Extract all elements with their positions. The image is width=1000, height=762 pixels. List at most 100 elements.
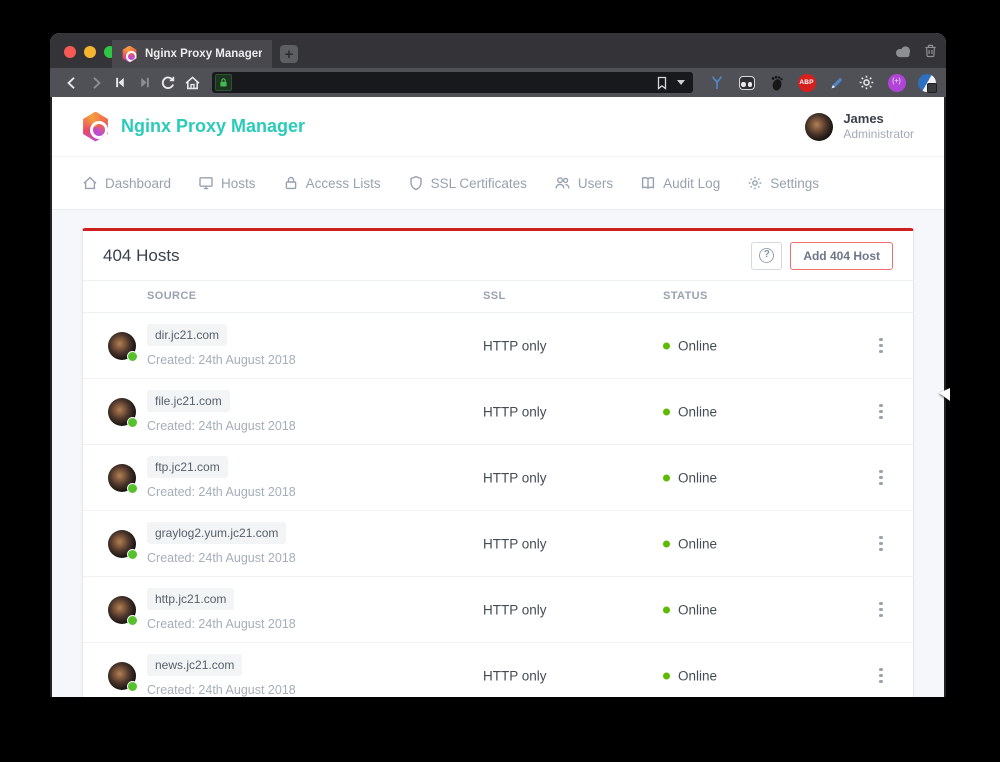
host-status-label: Online [678, 536, 718, 551]
card-header: 404 Hosts ? Add 404 Host [83, 231, 913, 281]
extension-privacy-lock-icon[interactable] [917, 73, 937, 93]
extension-gnome-foot-icon[interactable] [767, 73, 786, 92]
users-icon [554, 175, 571, 191]
web-content: Nginx Proxy Manager James Administrator … [50, 97, 946, 697]
host-owner-avatar [108, 596, 138, 626]
extension-robot-icon[interactable] [737, 73, 756, 92]
close-window-button[interactable] [64, 46, 76, 58]
extension-pen-icon[interactable] [827, 73, 846, 92]
home-button[interactable] [180, 71, 204, 95]
app-header: Nginx Proxy Manager James Administrator [52, 97, 944, 157]
bookmark-icon[interactable] [656, 76, 668, 90]
online-dot-icon [663, 672, 670, 679]
page-main: 404 Hosts ? Add 404 Host SOURCE SSL STAT… [52, 210, 944, 697]
host-ssl-label: HTTP only [483, 470, 547, 485]
host-created-label: Created: 24th August 2018 [147, 617, 296, 631]
host-created-label: Created: 24th August 2018 [147, 419, 296, 433]
bookmark-dropdown-icon[interactable] [677, 80, 685, 85]
table-body: dir.jc21.com Created: 24th August 2018 H… [83, 313, 913, 697]
table-row[interactable]: ftp.jc21.com Created: 24th August 2018 H… [83, 445, 913, 511]
skip-forward-button[interactable] [132, 71, 156, 95]
column-header-status: STATUS [663, 290, 708, 302]
row-menu-button[interactable] [871, 664, 891, 688]
host-created-label: Created: 24th August 2018 [147, 353, 296, 367]
host-status: Online [663, 536, 717, 551]
nav-item-hosts[interactable]: Hosts [198, 175, 256, 191]
nav-item-audit-log[interactable]: Audit Log [640, 175, 720, 191]
row-menu-button[interactable] [871, 466, 891, 490]
help-button[interactable]: ? [751, 241, 783, 270]
host-source-badge: file.jc21.com [147, 390, 230, 412]
nav-item-ssl-certificates[interactable]: SSL Certificates [408, 175, 527, 191]
lock-icon [283, 175, 299, 191]
browser-window: Nginx Proxy Manager + [50, 33, 946, 697]
question-icon: ? [759, 248, 775, 263]
user-name: James [843, 110, 884, 126]
nav-item-users[interactable]: Users [554, 175, 613, 191]
host-ssl-label: HTTP only [483, 536, 547, 551]
online-dot-icon [663, 408, 670, 415]
book-icon [640, 175, 656, 191]
row-menu-button[interactable] [871, 598, 891, 622]
vertical-dots-icon [879, 475, 883, 480]
host-owner-avatar [108, 530, 138, 560]
extension-blue-branch-icon[interactable] [707, 73, 726, 92]
host-created-label: Created: 24th August 2018 [147, 485, 296, 499]
host-source-badge: graylog2.yum.jc21.com [147, 522, 287, 544]
cloud-icon[interactable] [894, 44, 913, 58]
reload-icon[interactable] [156, 71, 180, 95]
vertical-dots-icon [879, 343, 883, 348]
titlebar-icons [894, 43, 938, 59]
host-created-label: Created: 24th August 2018 [147, 683, 296, 697]
table-row[interactable]: http.jc21.com Created: 24th August 2018 … [83, 577, 913, 643]
table-row[interactable]: news.jc21.com Created: 24th August 2018 … [83, 643, 913, 697]
add-404-host-button[interactable]: Add 404 Host [790, 241, 893, 270]
new-tab-button[interactable]: + [280, 45, 298, 63]
favicon-npm-icon [122, 45, 137, 63]
extension-icons: ABP [707, 73, 937, 93]
host-ssl-label: HTTP only [483, 602, 547, 617]
host-status-label: Online [678, 338, 718, 353]
row-menu-button[interactable] [871, 532, 891, 556]
npm-logo-icon [83, 111, 108, 142]
gear-icon [747, 175, 763, 191]
mouse-cursor [939, 388, 950, 401]
row-menu-button[interactable] [871, 334, 891, 358]
table-row[interactable]: file.jc21.com Created: 24th August 2018 … [83, 379, 913, 445]
app-title: Nginx Proxy Manager [121, 116, 306, 136]
extension-purple-icon[interactable] [887, 73, 906, 92]
back-button[interactable] [60, 71, 84, 95]
hosts-card: 404 Hosts ? Add 404 Host SOURCE SSL STAT… [82, 228, 914, 697]
host-owner-avatar [108, 662, 138, 692]
user-avatar [805, 112, 834, 141]
trash-icon[interactable] [923, 43, 938, 59]
host-status-label: Online [678, 668, 718, 683]
user-menu[interactable]: James Administrator [805, 111, 914, 142]
skip-back-button[interactable] [108, 71, 132, 95]
host-status: Online [663, 404, 717, 419]
nav-item-dashboard[interactable]: Dashboard [82, 175, 171, 191]
online-dot-icon [663, 606, 670, 613]
browser-tab[interactable]: Nginx Proxy Manager [112, 40, 272, 68]
forward-button[interactable] [84, 71, 108, 95]
shield-icon [408, 175, 424, 191]
host-owner-avatar [108, 332, 138, 362]
minimize-window-button[interactable] [84, 46, 96, 58]
url-bar[interactable] [212, 72, 693, 93]
https-lock-icon[interactable] [215, 74, 232, 91]
row-menu-button[interactable] [871, 400, 891, 424]
table-row[interactable]: dir.jc21.com Created: 24th August 2018 H… [83, 313, 913, 379]
host-owner-avatar [108, 464, 138, 494]
vertical-dots-icon [879, 409, 883, 414]
host-status: Online [663, 470, 717, 485]
extension-gear-icon[interactable] [857, 73, 876, 92]
home-icon [82, 175, 98, 191]
extension-adblock-plus-icon[interactable]: ABP [797, 73, 816, 92]
nav-item-access-lists[interactable]: Access Lists [283, 175, 381, 191]
traffic-lights [64, 46, 116, 58]
table-row[interactable]: graylog2.yum.jc21.com Created: 24th Augu… [83, 511, 913, 577]
host-status-label: Online [678, 404, 718, 419]
nav-item-settings[interactable]: Settings [747, 175, 819, 191]
host-status-label: Online [678, 602, 718, 617]
